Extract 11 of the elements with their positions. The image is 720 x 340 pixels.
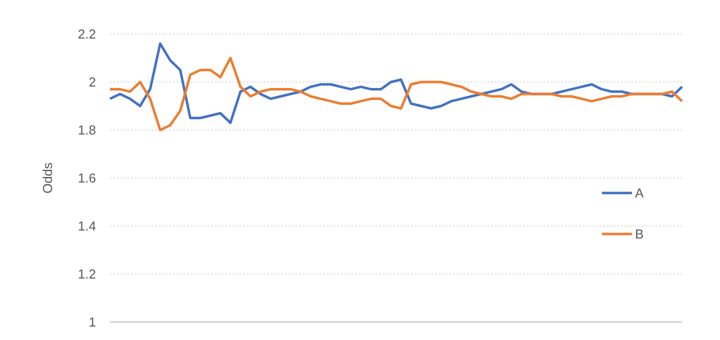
line-series [108,56,684,132]
legend-label: A [635,186,644,201]
y-tick-label: 1 [88,314,96,330]
y-axis-title: Odds [40,162,55,194]
y-tick-label: 1.6 [78,170,96,186]
y-tick-label: 2.2 [78,26,96,42]
legend-label: B [635,226,644,242]
y-tick-label: 1.2 [78,266,96,282]
y-tick-label: 1.4 [78,218,96,234]
y-tick-label: 1.8 [78,122,96,138]
y-tick-label: 2 [88,74,96,90]
